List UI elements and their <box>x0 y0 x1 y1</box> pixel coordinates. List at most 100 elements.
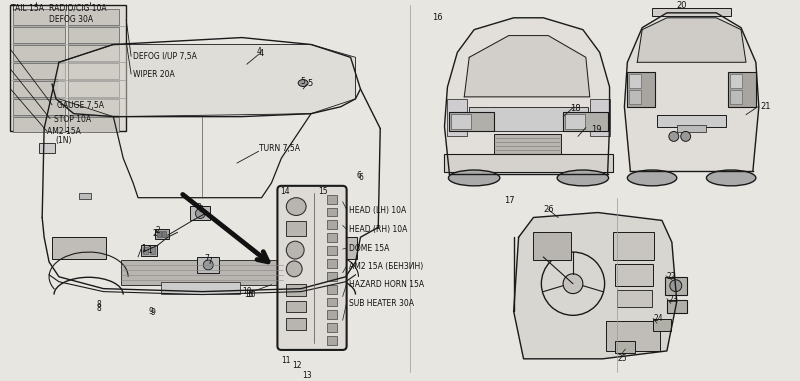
Bar <box>52 237 106 259</box>
Bar <box>563 112 607 131</box>
Text: 23: 23 <box>669 295 678 304</box>
Text: 2: 2 <box>155 226 160 235</box>
Bar <box>327 323 337 332</box>
Bar <box>327 311 337 319</box>
Bar <box>447 99 467 136</box>
Bar <box>327 259 337 268</box>
Text: TAIL 15A: TAIL 15A <box>10 4 43 13</box>
Text: GAUGE 7,5A: GAUGE 7,5A <box>57 101 104 110</box>
Text: 3: 3 <box>198 205 203 214</box>
Bar <box>286 221 306 236</box>
Text: SUB HEATER 30A: SUB HEATER 30A <box>349 299 414 307</box>
Ellipse shape <box>298 80 308 86</box>
Text: RADIO/CIG 10A: RADIO/CIG 10A <box>49 4 106 13</box>
Bar <box>565 114 585 128</box>
Ellipse shape <box>286 198 306 216</box>
Text: 18: 18 <box>570 104 581 113</box>
Text: 7: 7 <box>207 257 212 266</box>
Bar <box>14 9 65 25</box>
Bar <box>14 63 65 78</box>
Bar <box>155 229 169 239</box>
Bar <box>198 257 219 273</box>
Text: 4: 4 <box>256 47 261 56</box>
Bar <box>534 232 571 260</box>
Bar <box>494 134 561 156</box>
Bar <box>286 301 306 312</box>
Bar <box>590 99 610 136</box>
Bar <box>122 260 283 285</box>
Bar <box>469 107 588 131</box>
Text: 5: 5 <box>301 77 306 86</box>
Bar <box>14 99 65 115</box>
Bar <box>78 193 90 199</box>
Polygon shape <box>624 13 759 171</box>
Bar <box>665 277 686 295</box>
Text: 21: 21 <box>761 102 771 111</box>
Bar <box>327 336 337 345</box>
Bar <box>68 63 119 78</box>
Bar <box>143 247 148 254</box>
Bar <box>190 206 210 221</box>
Bar <box>68 9 119 25</box>
Polygon shape <box>59 45 355 117</box>
Bar <box>653 319 671 331</box>
Text: 1: 1 <box>141 244 146 253</box>
Text: 5: 5 <box>307 79 312 88</box>
Text: 9: 9 <box>149 307 154 316</box>
Ellipse shape <box>286 261 302 277</box>
Bar <box>327 246 337 255</box>
Bar <box>445 154 613 172</box>
Bar <box>14 27 65 43</box>
Text: DEFOG 30A: DEFOG 30A <box>49 15 94 24</box>
Bar <box>657 115 726 126</box>
Text: 6: 6 <box>358 173 363 182</box>
Text: TURN 7,5A: TURN 7,5A <box>258 144 300 153</box>
Bar <box>327 221 337 229</box>
Text: 8: 8 <box>96 300 101 309</box>
Text: 4: 4 <box>258 50 264 58</box>
Bar <box>162 231 166 237</box>
Bar <box>286 284 306 296</box>
Text: AM2 15A: AM2 15A <box>47 126 81 136</box>
Text: AM2 15A (БЕНЗИН): AM2 15A (БЕНЗИН) <box>349 262 423 271</box>
Text: 2: 2 <box>153 229 158 239</box>
Bar <box>327 285 337 294</box>
Bar <box>327 195 337 203</box>
Bar <box>14 45 65 61</box>
Text: HEAD (RH) 10A: HEAD (RH) 10A <box>349 226 407 234</box>
Text: 1: 1 <box>147 246 152 255</box>
Text: 8: 8 <box>97 304 102 314</box>
Circle shape <box>195 208 206 218</box>
Bar <box>14 81 65 97</box>
Bar <box>677 125 706 133</box>
Bar <box>613 232 654 260</box>
Bar <box>606 321 660 351</box>
Bar <box>10 5 126 131</box>
Text: 15: 15 <box>318 187 327 196</box>
Bar <box>68 81 119 97</box>
Circle shape <box>203 260 213 270</box>
Ellipse shape <box>449 170 500 186</box>
Bar <box>299 237 357 259</box>
Bar <box>630 90 641 104</box>
Text: 9: 9 <box>151 308 156 317</box>
Bar <box>286 318 306 330</box>
Bar <box>161 282 240 294</box>
Bar <box>157 231 161 237</box>
Text: 10: 10 <box>242 287 251 296</box>
Polygon shape <box>445 18 610 174</box>
Bar <box>630 74 641 88</box>
Text: 26: 26 <box>543 205 554 214</box>
Text: 22: 22 <box>667 272 676 281</box>
Bar <box>730 90 742 104</box>
Circle shape <box>670 280 682 291</box>
Text: HEAD (LH) 10A: HEAD (LH) 10A <box>349 206 406 215</box>
Text: WIPER 20A: WIPER 20A <box>133 70 175 79</box>
Bar <box>615 341 635 353</box>
Text: 11: 11 <box>282 356 291 365</box>
Polygon shape <box>464 35 590 97</box>
Ellipse shape <box>557 170 609 186</box>
Bar <box>327 298 337 306</box>
Circle shape <box>681 131 690 141</box>
Bar <box>14 117 65 133</box>
